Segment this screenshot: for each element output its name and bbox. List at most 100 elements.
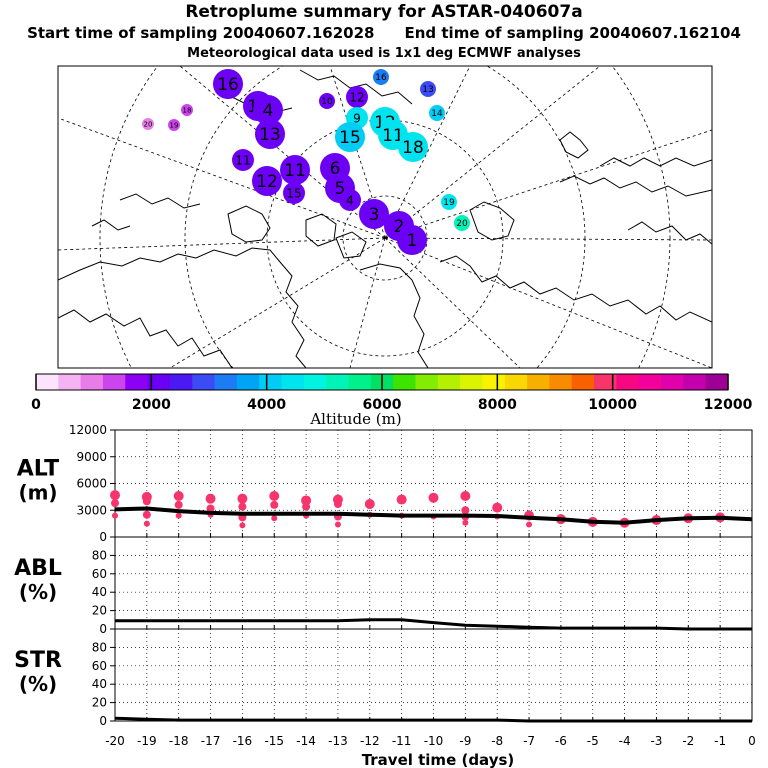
cluster-marker: [339, 189, 361, 211]
panel-str: 80 60 40 20 0 STR(%): [14, 628, 753, 728]
cluster-label: 9: [353, 111, 361, 125]
cluster-marker: [441, 194, 457, 210]
cluster-label: 4: [346, 193, 354, 207]
colorbar-swatch: [281, 374, 305, 390]
time-series-panels: 120009000600030000ALT(m)806040200ABL(%)8…: [14, 423, 756, 768]
meridian: [384, 237, 521, 368]
cluster-marker: [335, 122, 365, 152]
start-time-label: Start time of sampling 20040607.162028: [27, 24, 375, 42]
met-data-label: Meteorological data used is 1x1 deg ECMW…: [187, 46, 581, 61]
cluster-label: 3: [369, 205, 380, 225]
colorbar-swatch: [549, 374, 573, 390]
coastline: [599, 157, 712, 167]
cluster-label: 12: [256, 172, 278, 192]
cluster-marker: [359, 199, 389, 229]
cluster-label: 15: [286, 186, 301, 200]
x-tick-label: -3: [650, 734, 662, 748]
colorbar-swatches: [36, 374, 729, 390]
cluster-marker: [280, 155, 310, 185]
cluster-marker: [252, 166, 282, 196]
altitude-point: [173, 490, 184, 501]
coastline: [227, 205, 271, 243]
cluster-label: 2: [394, 217, 405, 237]
cluster-label: 18: [402, 138, 424, 158]
colorbar-swatch: [58, 374, 82, 390]
colorbar-swatch: [80, 374, 104, 390]
cluster-label: 11: [382, 126, 404, 146]
panel-frame: [114, 628, 753, 722]
altitude-point: [271, 515, 278, 522]
x-tick-label: -8: [491, 734, 503, 748]
x-tick-label: -20: [105, 734, 125, 748]
coastline: [335, 231, 367, 259]
colorbar-tick-label: 8000: [478, 397, 517, 413]
x-tick-label: -13: [328, 734, 348, 748]
panel-abl: 80 60 40 20 0 ABL(%): [14, 536, 753, 636]
y-tick-label: 40: [92, 677, 107, 691]
colorbar-swatch: [102, 374, 126, 390]
chart-title: Retroplume summary for ASTAR-040607a: [185, 2, 583, 22]
colorbar-swatch: [504, 374, 528, 390]
y-tick-label: 0: [99, 714, 107, 728]
altitude-point: [175, 512, 182, 519]
colorbar-tick-label: 2000: [132, 397, 171, 413]
altitude-point: [110, 490, 120, 501]
altitude-point: [526, 521, 533, 528]
y-tick-label: 40: [92, 585, 107, 599]
cluster-marker: [397, 225, 427, 255]
coastline: [439, 255, 712, 323]
y-tick-label: 6000: [76, 477, 107, 491]
cluster-marker: [373, 69, 389, 85]
latitude-circle: [266, 119, 504, 357]
str-line: [114, 716, 752, 723]
cluster-label: 12: [349, 90, 364, 104]
altitude-point: [112, 512, 118, 519]
colorbar-swatch: [661, 374, 684, 390]
coastlines: [58, 69, 712, 368]
colorbar: 0 2000 4000 6000 8000 10000 12000 Altitude (m): [31, 373, 753, 428]
colorbar-swatch: [169, 374, 193, 390]
coastline: [91, 219, 131, 231]
panel-unit: (%): [19, 580, 57, 604]
coastline: [559, 175, 712, 197]
cluster-label: 1: [407, 231, 418, 251]
cluster-marker: [429, 105, 445, 121]
cluster-marker: [142, 118, 154, 130]
meridian: [384, 66, 601, 239]
altitude-point: [142, 497, 151, 506]
x-tick-label: -17: [201, 734, 221, 748]
altitude-point: [428, 492, 439, 503]
colorbar-swatch: [482, 374, 506, 390]
coastline: [359, 263, 429, 368]
cluster-marker: [255, 119, 285, 149]
colorbar-swatch: [683, 374, 707, 390]
meridian: [58, 237, 386, 251]
altitude-point: [492, 502, 503, 513]
colorbar-swatch: [147, 374, 171, 390]
colorbar-swatch: [638, 374, 662, 390]
altitude-point: [269, 490, 280, 501]
meridian: [384, 66, 471, 239]
x-tick-label: -15: [264, 734, 284, 748]
panel-label: STR: [14, 648, 62, 673]
y-tick-label: 0: [99, 530, 107, 544]
cluster-label: 19: [443, 198, 455, 208]
colorbar-swatch: [236, 374, 260, 390]
cluster-marker: [283, 182, 305, 204]
cluster-label: 5: [335, 179, 346, 199]
x-tick-label: -9: [459, 734, 471, 748]
latitude-circle: [184, 66, 586, 368]
x-tick-label: -19: [137, 734, 157, 748]
altitude-point: [205, 493, 216, 504]
cluster-label: 13: [422, 85, 433, 95]
altitude-point: [462, 519, 469, 526]
meridian: [384, 237, 712, 368]
y-tick-label: 60: [92, 567, 107, 581]
coastline: [627, 221, 712, 245]
coastline: [305, 213, 337, 247]
cluster-label: 18: [183, 107, 192, 115]
cluster-label: 14: [431, 109, 443, 119]
cluster-label: 13: [259, 125, 281, 145]
x-tick-label: -7: [523, 734, 535, 748]
